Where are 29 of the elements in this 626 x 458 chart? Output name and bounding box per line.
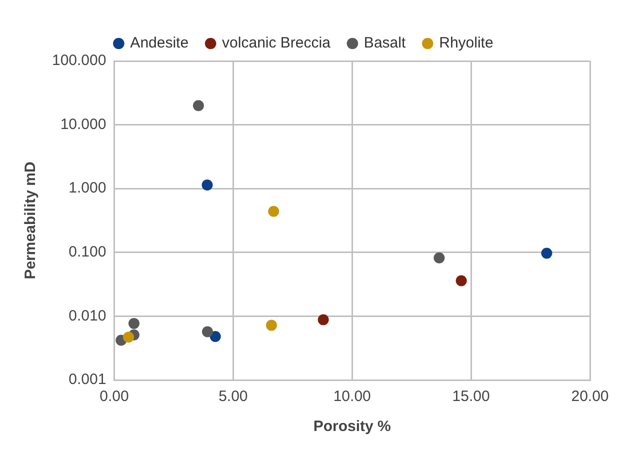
x-tick-label: 20.00 xyxy=(571,388,609,406)
y-tick-label: 0.100 xyxy=(68,244,106,261)
point xyxy=(202,179,213,190)
point xyxy=(318,314,329,326)
x-tick-label: 5.00 xyxy=(218,388,248,406)
y-tick-label: 0.010 xyxy=(68,307,106,324)
point xyxy=(541,248,552,259)
y-tick-label: 1.000 xyxy=(68,180,106,197)
point xyxy=(128,318,140,329)
x-tick-label: 0.00 xyxy=(100,388,129,406)
point xyxy=(202,326,213,338)
point xyxy=(434,252,445,264)
point xyxy=(210,331,221,342)
legend-label: Rhyolite xyxy=(439,34,494,52)
y-tick-label: 10.000 xyxy=(60,116,106,133)
point xyxy=(192,100,204,112)
x-tick-label: 10.00 xyxy=(333,388,371,406)
point xyxy=(456,275,467,286)
legend-label: Basalt xyxy=(364,34,406,52)
y-tick-label: 0.001 xyxy=(68,371,106,388)
x-tick-label: 15.00 xyxy=(452,388,490,406)
y-axis-title: Permeability mD xyxy=(22,162,40,280)
legend-label: volcanic Breccia xyxy=(222,34,332,52)
point xyxy=(268,206,280,217)
point xyxy=(266,320,277,331)
legend-label: Andesite xyxy=(130,34,189,52)
x-axis-title: Porosity % xyxy=(313,418,391,436)
point xyxy=(122,332,134,343)
y-tick-label: 100.000 xyxy=(52,52,106,70)
